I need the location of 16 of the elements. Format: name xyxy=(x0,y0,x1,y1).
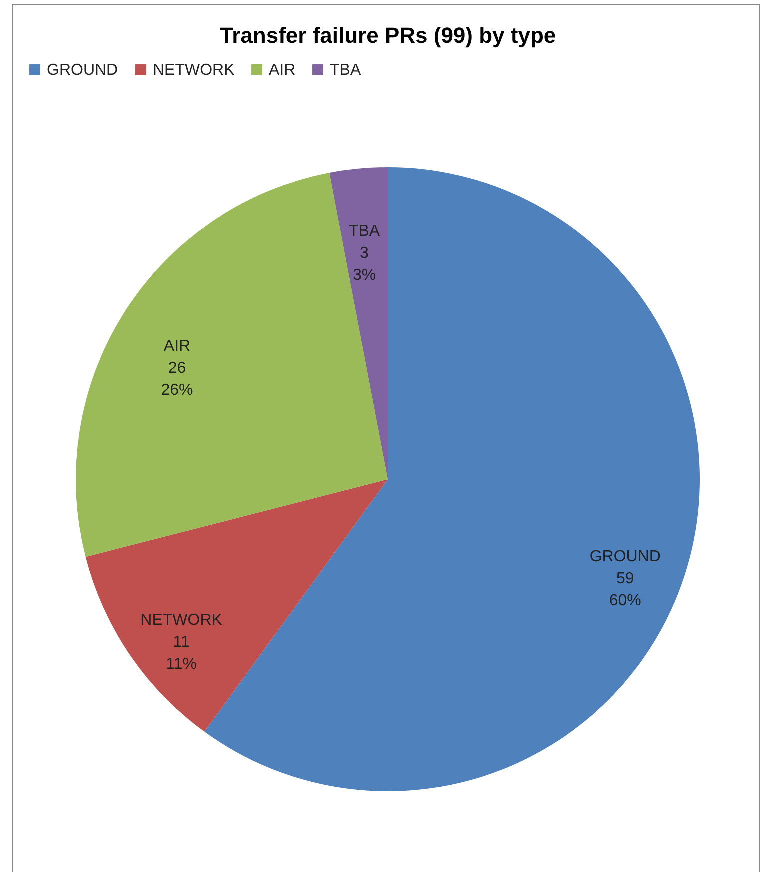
slice-label: AIR xyxy=(164,338,191,355)
legend-label: NETWORK xyxy=(153,62,236,79)
legend-label: TBA xyxy=(330,62,362,79)
data-label: 11 11% xyxy=(166,634,197,673)
slice-label: TBA xyxy=(348,223,380,240)
pie-slice xyxy=(86,480,388,732)
pie-slice xyxy=(330,168,388,480)
data-label: 26 26% xyxy=(161,360,194,399)
slice-label: NETWORK xyxy=(140,612,223,629)
legend-label: AIR xyxy=(269,62,296,79)
data-label: 59 60% xyxy=(609,570,642,610)
legend-label: GROUND xyxy=(47,62,118,79)
pie-slice xyxy=(76,173,388,558)
slice-label: GROUND xyxy=(590,548,661,566)
data-label: 3 3% xyxy=(352,245,376,284)
chart-title: Transfer failure PRs (99) by type xyxy=(220,23,556,48)
